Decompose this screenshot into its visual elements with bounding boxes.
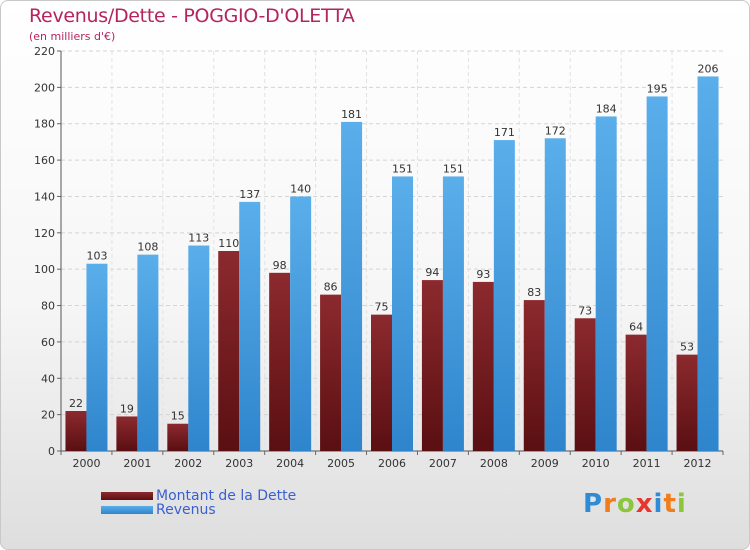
value-label-revenue: 108 [137,241,158,254]
value-label-debt: 53 [680,341,694,354]
y-tick-label: 0 [48,445,55,458]
y-tick-label: 160 [34,154,55,167]
y-tick-label: 120 [34,227,55,240]
value-label-revenue: 206 [698,62,719,75]
x-tick-label: 2007 [429,457,457,470]
bar-debt [218,251,240,451]
bar-debt [269,272,291,451]
value-label-revenue: 151 [443,162,464,175]
bar-revenue [646,96,668,452]
bar-revenue [544,138,566,452]
value-label-debt: 64 [629,321,643,334]
bar-debt [472,281,494,451]
logo-letter: t [663,489,677,519]
bars [65,76,719,452]
bar-debt [116,416,138,451]
labels: 0 20 40 60 80 100 120 140 160 180 200 220 22 103 2000 1… [34,45,719,470]
bar-debt [167,423,189,451]
bar-revenue [188,245,210,451]
value-label-revenue: 184 [596,102,617,115]
bar-debt [676,354,698,451]
value-label-debt: 19 [120,402,134,415]
value-label-debt: 86 [324,281,338,294]
logo-letter: i [653,489,664,519]
y-tick-label: 80 [41,300,55,313]
y-tick-label: 40 [41,372,55,385]
bar-debt [421,280,443,451]
x-tick-label: 2001 [123,457,151,470]
chart-subtitle: (en milliers d'€) [29,30,116,43]
value-label-revenue: 171 [494,126,515,139]
x-tick-label: 2011 [633,457,661,470]
x-tick-label: 2012 [684,457,712,470]
legend-swatch-revenue [101,506,153,514]
x-tick-label: 2010 [582,457,610,470]
bar-revenue [290,196,312,451]
value-label-debt: 22 [69,397,83,410]
x-tick-label: 2009 [531,457,559,470]
value-label-debt: 94 [425,266,439,279]
value-label-debt: 15 [171,410,185,423]
y-tick-label: 180 [34,118,55,131]
y-tick-label: 140 [34,190,55,203]
value-label-debt: 98 [273,259,287,272]
bar-revenue [86,263,108,451]
proxiti-logo: Proxiti [583,489,687,519]
x-tick-label: 2008 [480,457,508,470]
logo-letter: r [603,489,617,519]
bar-debt [625,334,647,451]
bar-debt [523,300,545,451]
bar-revenue [442,176,464,452]
y-tick-label: 60 [41,336,55,349]
value-label-revenue: 172 [545,124,566,137]
x-tick-label: 2006 [378,457,406,470]
y-tick-label: 20 [41,409,55,422]
logo-letter: o [616,489,636,519]
legend-swatch-debt [101,492,153,500]
y-tick-label: 200 [34,81,55,94]
bar-revenue [137,254,159,451]
legend-item-revenue: Revenus [101,502,216,518]
legend-label-debt: Montant de la Dette [156,488,297,504]
value-label-revenue: 151 [392,162,413,175]
value-label-revenue: 137 [239,188,260,201]
value-label-revenue: 140 [290,182,311,195]
x-tick-label: 2005 [327,457,355,470]
value-label-debt: 93 [476,268,490,281]
chart-title: Revenus/Dette - POGGIO-D'OLETTA [29,5,355,27]
value-label-debt: 110 [218,237,239,250]
value-label-revenue: 181 [341,108,362,121]
value-label-revenue: 113 [188,232,209,245]
bar-revenue [595,116,617,452]
bar-debt [371,314,392,451]
logo-letter: i [676,489,687,519]
bar-revenue [239,201,261,451]
bar-revenue [392,176,413,452]
value-label-debt: 75 [375,301,389,314]
legend-label-revenue: Revenus [156,502,216,518]
bar-revenue [493,140,515,451]
bar-revenue [341,121,363,451]
y-tick-label: 100 [34,263,55,276]
x-tick-label: 2004 [276,457,304,470]
value-label-revenue: 195 [647,82,668,95]
y-tick-label: 220 [34,45,55,58]
value-label-debt: 83 [527,286,541,299]
x-tick-label: 2000 [72,457,100,470]
x-tick-label: 2003 [225,457,253,470]
bar-debt [574,318,596,451]
x-tick-label: 2002 [174,457,202,470]
legend-item-debt: Montant de la Dette [101,488,297,504]
bar-debt [320,294,342,451]
value-label-debt: 73 [578,304,592,317]
logo-letter: P [583,489,604,519]
logo-letter: x [635,489,654,519]
bar-debt [65,411,87,451]
value-label-revenue: 103 [86,250,107,263]
bar-revenue [697,76,719,452]
